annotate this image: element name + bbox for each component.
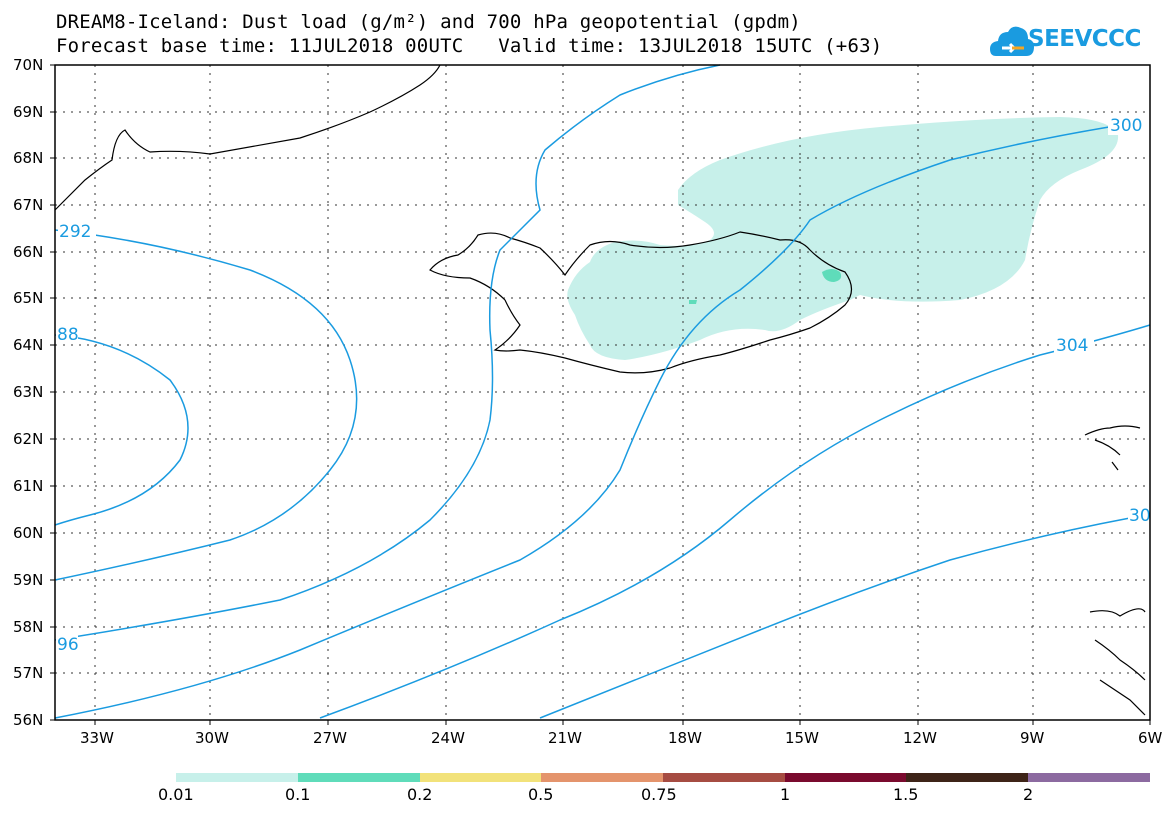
contour-label-308: 30 <box>1129 506 1151 526</box>
lat-label: 59N <box>13 571 43 589</box>
map-subtitle: Forecast base time: 11JUL2018 00UTC Vali… <box>56 35 883 57</box>
latitude-labels: 70N 69N 68N 67N 66N 65N 64N 63N 62N 61N … <box>13 56 43 729</box>
colorbar-label: 0.01 <box>158 785 194 804</box>
lat-label: 67N <box>13 196 43 214</box>
contour-304 <box>319 324 1151 719</box>
lat-label: 65N <box>13 289 43 307</box>
map-title: DREAM8-Iceland: Dust load (g/m²) and 700… <box>56 11 801 33</box>
lat-label: 66N <box>13 243 43 261</box>
lon-label: 21W <box>548 729 582 747</box>
contour-296 <box>54 64 721 641</box>
colorbar-label: 0.1 <box>285 785 310 804</box>
contour-308 <box>539 517 1131 719</box>
lat-label: 56N <box>13 711 43 729</box>
lon-label: 30W <box>195 729 229 747</box>
lat-label: 57N <box>13 664 43 682</box>
colorbar-swatch <box>1028 773 1150 782</box>
dust-patch-medium <box>822 269 842 282</box>
colorbar-label: 2 <box>1023 785 1033 804</box>
coastlines <box>54 64 1146 716</box>
contour-300 <box>54 125 1116 719</box>
logo-text: SEEVCCC <box>1028 26 1141 52</box>
dust-patch-small <box>689 300 697 304</box>
lon-label: 15W <box>785 729 819 747</box>
lat-label: 69N <box>13 103 43 121</box>
lon-label: 9W <box>1020 729 1045 747</box>
lon-label: 27W <box>313 729 347 747</box>
tick-marks <box>50 64 1151 725</box>
colorbar-swatch <box>176 773 298 782</box>
colorbar-swatch <box>785 773 906 782</box>
colorbar-label: 0.5 <box>528 785 553 804</box>
lon-label: 12W <box>903 729 937 747</box>
contour-288 <box>54 334 189 526</box>
lat-label: 58N <box>13 618 43 636</box>
colorbar-swatch <box>420 773 541 782</box>
lat-label: 68N <box>13 149 43 167</box>
colorbar-label: 1.5 <box>893 785 918 804</box>
iceland-coast <box>429 231 853 374</box>
colorbar-swatch <box>906 773 1028 782</box>
longitude-labels: 33W 30W 27W 24W 21W 18W 15W 12W 9W 6W <box>80 729 1163 747</box>
contour-label-304: 304 <box>1056 336 1088 356</box>
colorbar-label: 0.2 <box>407 785 432 804</box>
contour-label-296: 96 <box>57 635 79 655</box>
lon-label: 33W <box>80 729 114 747</box>
geopotential-contours <box>54 64 1151 719</box>
colorbar-swatch <box>663 773 785 782</box>
colorbar-label: 0.75 <box>641 785 677 804</box>
lon-label: 18W <box>668 729 702 747</box>
faroe-coast <box>1084 425 1141 471</box>
colorbar-swatch <box>541 773 663 782</box>
contour-label-300: 300 <box>1110 116 1142 136</box>
lat-label: 62N <box>13 430 43 448</box>
lat-label: 61N <box>13 477 43 495</box>
cloud-logo-icon <box>990 26 1034 56</box>
contour-label-292: 292 <box>59 222 91 242</box>
contour-292 <box>54 229 358 581</box>
lat-label: 60N <box>13 524 43 542</box>
lat-label: 63N <box>13 383 43 401</box>
contour-label-288: 88 <box>57 325 79 345</box>
scotland-coast <box>1089 608 1146 716</box>
greenland-coast <box>54 64 441 211</box>
lon-label: 24W <box>431 729 465 747</box>
lat-label: 70N <box>13 56 43 74</box>
lon-label: 6W <box>1138 729 1163 747</box>
dust-load-area <box>567 117 1119 360</box>
grid-lines <box>55 65 1150 720</box>
colorbar-label: 1 <box>780 785 790 804</box>
colorbar: 0.01 0.1 0.2 0.5 0.75 1 1.5 2 <box>158 773 1150 804</box>
lat-label: 64N <box>13 336 43 354</box>
colorbar-swatch <box>298 773 420 782</box>
